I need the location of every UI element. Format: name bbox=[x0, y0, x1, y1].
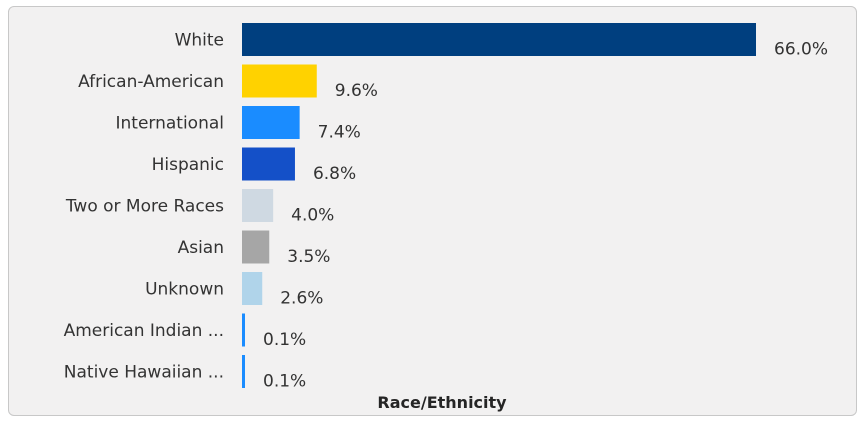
value-label: 0.1% bbox=[263, 330, 306, 350]
value-label: 66.0% bbox=[774, 40, 828, 60]
value-label: 7.4% bbox=[318, 123, 361, 143]
value-label: 0.1% bbox=[263, 372, 306, 392]
bar-1[interactable] bbox=[242, 64, 317, 98]
chart-panel bbox=[8, 6, 857, 416]
category-label: African-American bbox=[78, 72, 224, 92]
bars-group bbox=[242, 23, 756, 388]
category-label: Native Hawaiian ... bbox=[64, 363, 224, 383]
value-label: 4.0% bbox=[291, 206, 334, 226]
bar-7[interactable] bbox=[242, 313, 245, 347]
category-label: Two or More Races bbox=[65, 197, 224, 217]
category-label: Hispanic bbox=[152, 155, 224, 175]
bar-3[interactable] bbox=[242, 147, 295, 181]
category-label: International bbox=[116, 114, 225, 134]
bar-5[interactable] bbox=[242, 230, 270, 264]
bar-2[interactable] bbox=[242, 106, 300, 139]
category-label: American Indian ... bbox=[64, 321, 224, 341]
x-axis-title: Race/Ethnicity bbox=[377, 393, 507, 412]
value-label: 3.5% bbox=[287, 247, 330, 267]
category-label: Unknown bbox=[145, 280, 224, 300]
value-labels: 66.0% 9.6% 7.4% 6.8% 4.0% 3.5% 2.6% 0.1% 0.1% bbox=[263, 40, 828, 392]
value-label: 6.8% bbox=[313, 164, 356, 184]
bar-0[interactable] bbox=[242, 23, 756, 56]
category-labels: White African-American International Hispan… bbox=[64, 31, 225, 383]
bar-6[interactable] bbox=[242, 272, 263, 305]
category-label: White bbox=[175, 31, 224, 51]
value-label: 2.6% bbox=[280, 289, 323, 309]
value-label: 9.6% bbox=[335, 81, 378, 101]
bar-4[interactable] bbox=[242, 189, 274, 222]
category-label: Asian bbox=[178, 238, 224, 258]
bar-8[interactable] bbox=[242, 355, 245, 388]
